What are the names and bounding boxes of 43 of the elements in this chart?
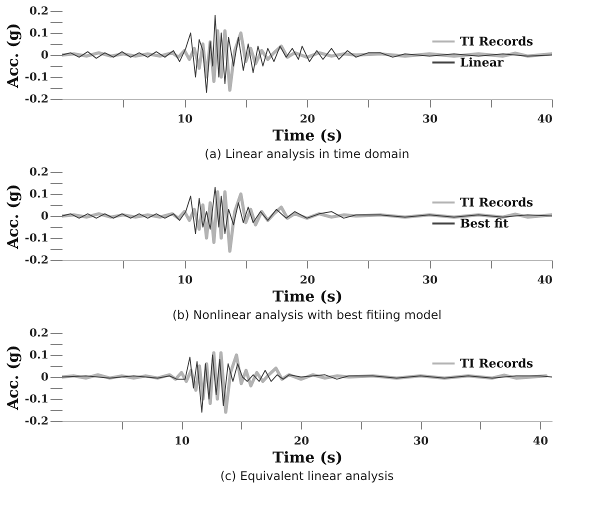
x-tick-label: 30 [413, 434, 430, 448]
legend-label: TI Records [460, 196, 534, 210]
y-tick-label: 0 [40, 48, 49, 62]
x-tick-label: 20 [294, 434, 310, 448]
line-series [62, 14, 552, 93]
x-tick-label: 40 [537, 112, 553, 126]
y-tick-label: 0.1 [29, 26, 48, 40]
y-tick-label: -0.1 [24, 70, 48, 84]
text: (a) Linear analysis in time domain [204, 147, 410, 161]
x-tick-label: 30 [422, 112, 438, 126]
legend-label: TI Records [460, 356, 534, 370]
x-axis-title: Time (s) [272, 448, 343, 466]
y-tick-label: 0.2 [29, 4, 48, 18]
legend-label: TI Records [460, 34, 534, 48]
y-tick-label: -0.1 [24, 232, 48, 244]
y-tick-label: -0.2 [24, 254, 48, 266]
x-tick-label: 20 [300, 274, 316, 286]
y-tick-label: 0 [40, 210, 49, 222]
x-tick-label: 40 [537, 274, 553, 286]
x-axis-title: Time (s) [272, 288, 343, 306]
y-axis-title: Acc. (g) [4, 344, 22, 412]
legend-label: Linear [460, 56, 504, 70]
legend-label: Best fit [460, 216, 509, 230]
y-tick-label: 0.1 [29, 348, 48, 362]
x-tick-label: 40 [532, 434, 549, 448]
x-tick-label: 20 [300, 112, 316, 126]
line-series [62, 186, 552, 234]
y-axis-title: Acc. (g) [4, 22, 22, 90]
y-tick-label: 0.2 [29, 166, 48, 178]
x-tick-label: 10 [177, 112, 193, 126]
y-tick-label: 0 [40, 370, 49, 384]
x-tick-label: 10 [177, 274, 193, 286]
y-tick-label: -0.2 [24, 92, 48, 106]
x-tick-label: 10 [174, 434, 190, 448]
y-axis-title: Acc. (g) [4, 184, 22, 250]
y-tick-label: -0.2 [24, 414, 48, 428]
y-tick-label: 0.2 [29, 326, 48, 340]
x-tick-label: 30 [422, 274, 438, 286]
text: (c) Equivalent linear analysis [220, 469, 394, 483]
y-tick-label: 0.1 [29, 188, 48, 200]
y-tick-label: -0.1 [24, 392, 48, 406]
x-axis-title: Time (s) [272, 126, 343, 144]
text: (b) Nonlinear analysis with best fitiing model [172, 308, 442, 322]
